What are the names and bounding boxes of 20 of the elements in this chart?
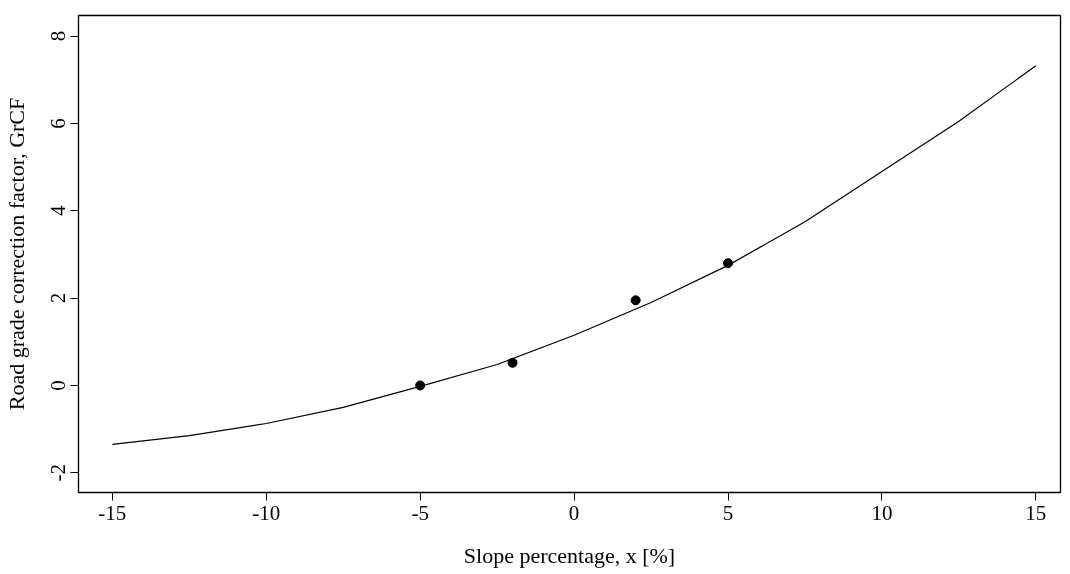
y-tick-label: -2: [46, 464, 71, 482]
x-axis-title: Slope percentage, x [%]: [463, 542, 676, 568]
x-tick-label: 15: [1025, 500, 1047, 525]
x-tick-label: -10: [252, 500, 281, 525]
x-tick-label: 5: [722, 500, 734, 525]
y-tick-label: 2: [46, 292, 71, 304]
point: [723, 258, 734, 269]
x-tick-label: 10: [871, 500, 893, 525]
y-tick-label: 8: [46, 30, 71, 42]
point: [630, 295, 641, 306]
x-tick-label: 0: [568, 500, 580, 525]
y-tick-label: 0: [46, 380, 71, 391]
point: [507, 357, 518, 368]
y-axis-title: Road grade correction factor, GrCF: [3, 97, 29, 411]
y-tick-label: 4: [46, 205, 71, 217]
x-tick-label: -15: [98, 500, 127, 525]
x-tick-label: -5: [411, 500, 429, 525]
line-series: [111, 65, 1037, 446]
y-tick-label: 6: [46, 118, 71, 129]
point: [415, 380, 426, 391]
